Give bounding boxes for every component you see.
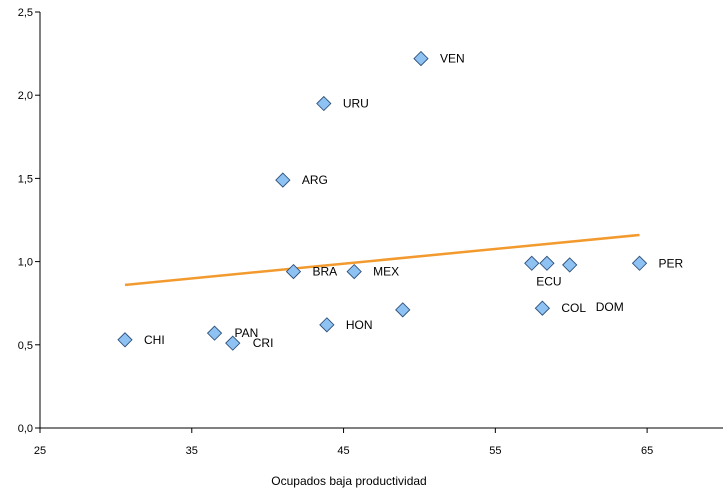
point-label: CRI (253, 336, 274, 350)
data-point-dom (562, 257, 578, 273)
y-axis: 0,0 0,5 1,0 1,5 2,0 2,5 (18, 7, 41, 435)
y-tick-label: 2,5 (18, 7, 33, 19)
data-point-pan (206, 325, 223, 341)
y-tick-label: 0,0 (18, 423, 33, 435)
data-point-uru (316, 95, 332, 112)
point-label: BRA (312, 265, 337, 279)
y-tick-label: 1,0 (18, 257, 33, 269)
data-point-mex (346, 263, 362, 280)
x-tick-label: 25 (34, 445, 46, 457)
point-label: MEX (373, 265, 399, 279)
data-point-per (631, 255, 648, 271)
x-tick-label: 55 (489, 445, 501, 457)
data-point-arg (275, 172, 291, 188)
trendline-group (124, 233, 640, 287)
data-point-hon (319, 317, 335, 333)
data-point-col (534, 300, 551, 316)
point-label: VEN (440, 52, 465, 66)
point-label: CHI (144, 333, 165, 347)
x-axis-label: Ocupados baja productividad (271, 474, 426, 488)
point-label: PER (659, 256, 684, 270)
data-point-ven (413, 50, 429, 67)
y-tick-label: 0,5 (18, 340, 33, 352)
data-point-bra (285, 263, 302, 280)
data-point-chi (117, 332, 133, 348)
x-axis: 25 35 45 55 65 (34, 427, 723, 457)
x-tick-label: 35 (186, 445, 198, 457)
data-point-cri (225, 335, 241, 351)
data-point (524, 255, 540, 271)
x-tick-label: 45 (337, 445, 349, 457)
point-label: URU (343, 97, 369, 111)
point-label: COL (561, 301, 586, 315)
data-point (395, 302, 411, 318)
point-label: HON (346, 318, 373, 332)
y-tick-label: 1,5 (18, 173, 33, 185)
x-tick-label: 65 (641, 445, 653, 457)
data-point-ecu (539, 255, 555, 271)
point-label: ARG (302, 173, 328, 187)
point-label: DOM (596, 300, 624, 314)
point-label: ECU (536, 274, 561, 288)
trendline (124, 233, 640, 287)
points-group (117, 50, 648, 351)
point-label: PAN (235, 326, 259, 340)
y-tick-label: 2,0 (18, 90, 33, 102)
